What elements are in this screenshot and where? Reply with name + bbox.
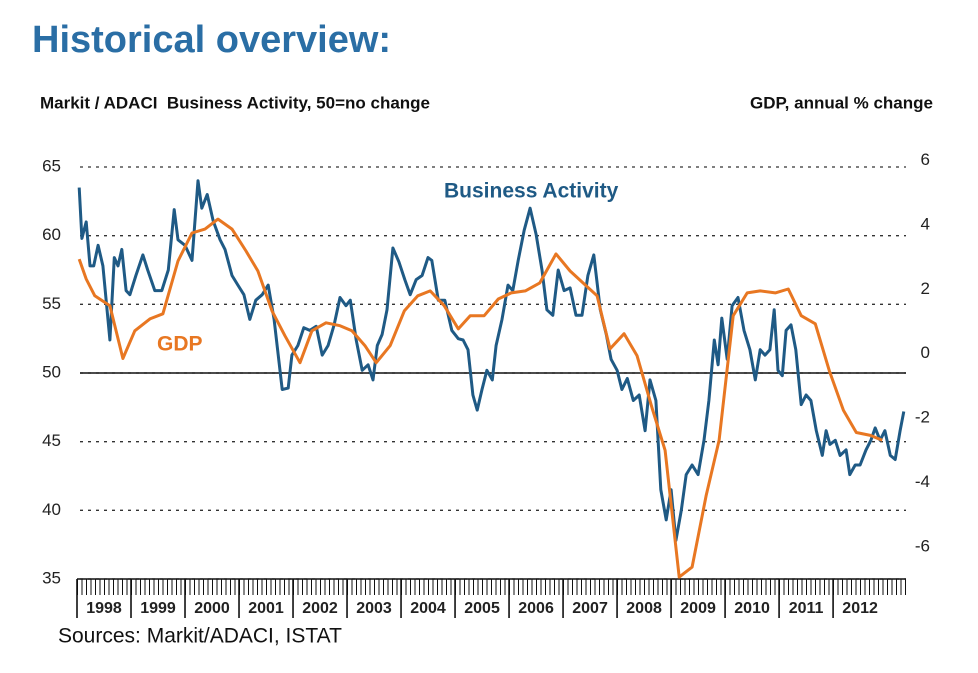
x-tick-label: 2003 [356,600,392,617]
x-tick-label: 2008 [626,600,662,617]
x-tick-label: 2009 [680,600,716,617]
y-tick-label: 60 [42,225,61,244]
x-tick-label: 2004 [410,600,446,617]
y2-tick-label: -6 [915,536,930,555]
source-note: Sources: Markit/ADACI, ISTAT [58,625,342,648]
y-tick-label: 40 [42,500,61,519]
series-line [77,217,883,579]
x-tick-label: 2010 [734,600,770,617]
x-tick-label: 2002 [302,600,338,617]
series-label: GDP [157,333,203,356]
y2-tick-label: 2 [921,279,930,298]
y-axis-title: Markit / ADACI Business Activity, 50=no … [40,93,430,112]
series-label: Business Activity [444,180,619,203]
x-tick-label: 1998 [86,600,122,617]
y-tick-label: 65 [42,156,61,175]
y2-tick-label: 0 [921,343,930,362]
x-tick-label: 2006 [518,600,554,617]
y2-tick-label: -2 [915,408,930,427]
y2-tick-label: 6 [921,150,930,169]
x-tick-label: 2011 [789,600,824,617]
x-tick-label: 2012 [842,600,878,617]
y-tick-label: 45 [42,431,61,450]
x-tick-label: 2000 [194,600,230,617]
y-tick-label: 55 [42,294,61,313]
month-ticks [77,579,906,595]
x-tick-label: 2007 [572,600,608,617]
x-tick-label: 2001 [248,600,284,617]
y2-axis-title: GDP, annual % change [750,93,933,112]
series-line [77,179,906,542]
y-tick-label: 50 [42,362,61,381]
y-tick-label: 35 [42,568,61,587]
x-tick-label: 2005 [464,600,500,617]
y2-tick-label: 4 [921,214,930,233]
chart-title: Historical overview: [32,19,391,61]
x-tick-label: 1999 [140,600,176,617]
y2-tick-label: -4 [915,472,930,491]
